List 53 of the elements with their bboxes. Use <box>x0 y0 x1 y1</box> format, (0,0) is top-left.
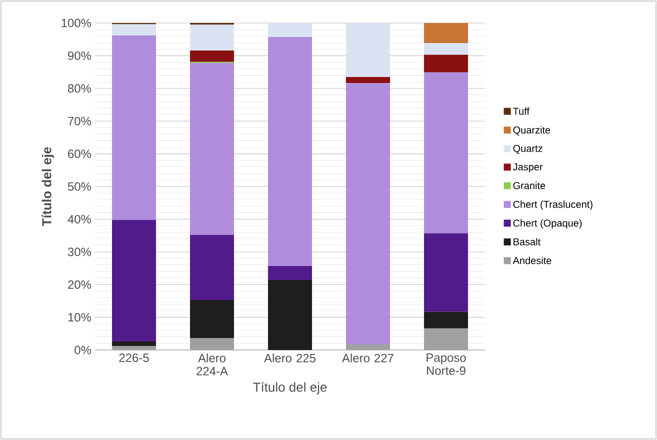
legend-label: Chert (Opaque) <box>513 219 582 229</box>
x-tick-label: 226-5 <box>119 354 149 362</box>
bar <box>268 23 312 38</box>
y-tick-label: 0% <box>74 346 92 354</box>
bar <box>190 234 234 300</box>
y-tick-label: 60% <box>68 150 92 158</box>
x-tick-label: Alero 225 <box>264 354 316 362</box>
x-tick-label: Alero 227 <box>342 354 394 362</box>
y-tick-label: 100% <box>62 18 92 28</box>
bar <box>424 328 468 350</box>
x-axis-title: Título del eje <box>253 382 327 394</box>
bar <box>424 23 468 43</box>
bar <box>112 342 156 346</box>
bar <box>424 54 468 72</box>
bar <box>346 23 390 77</box>
legend-label: Tuff <box>513 107 530 115</box>
bar <box>112 24 156 36</box>
bar <box>268 37 312 266</box>
legend-label: Quarzite <box>513 126 550 136</box>
bar <box>190 338 234 350</box>
legend-label: Andesite <box>512 256 552 264</box>
legend-label: Granite <box>513 182 546 190</box>
y-tick-label: 30% <box>68 248 92 256</box>
y-axis-title: Título del eje <box>42 147 54 226</box>
x-tick-label: Alero 224-A <box>196 354 228 376</box>
bar <box>112 220 156 342</box>
y-tick-label: 50% <box>68 182 92 191</box>
y-tick-label: 20% <box>68 280 92 289</box>
y-tick-label: 80% <box>68 84 92 93</box>
bar <box>424 312 468 328</box>
bar <box>190 300 234 338</box>
x-tick-label: Paposo Norte-9 <box>426 354 466 375</box>
y-tick-label: 90% <box>68 51 92 60</box>
bar <box>424 233 468 312</box>
bar <box>424 72 468 234</box>
legend-label: Quartz <box>513 144 542 154</box>
bar <box>190 62 234 235</box>
bar <box>190 24 234 50</box>
bar <box>112 35 156 220</box>
legend-label: Basalt <box>514 238 541 246</box>
bar <box>190 50 234 62</box>
legend-label: Chert (Traslucent) <box>513 200 592 210</box>
bar <box>268 266 312 280</box>
bar <box>268 280 312 350</box>
bar <box>346 83 390 344</box>
bar <box>424 42 468 55</box>
bar <box>112 346 156 350</box>
legend-label: Jasper <box>512 163 543 172</box>
bar <box>346 344 390 350</box>
bar <box>346 76 390 84</box>
y-tick-label: 10% <box>68 313 92 322</box>
y-tick-label: 70% <box>68 116 92 126</box>
y-tick-label: 40% <box>68 214 92 224</box>
